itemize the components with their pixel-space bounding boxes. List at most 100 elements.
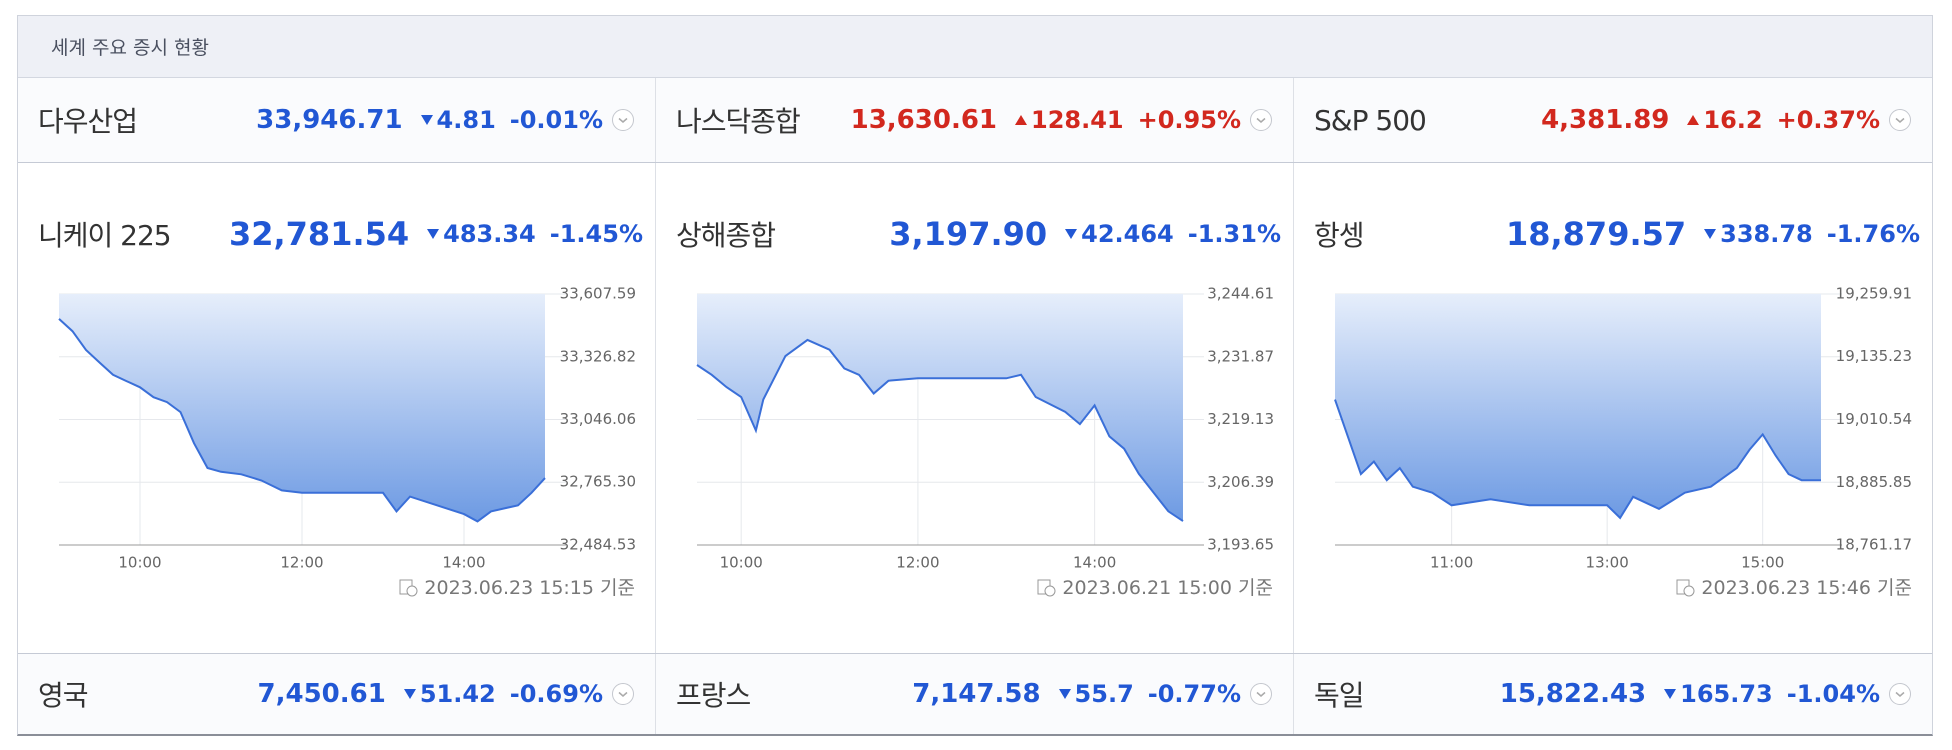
y-tick-label: 32,765.30 [560, 473, 636, 491]
index-cell[interactable]: S&P 500 4,381.89 16.2 +0.37% [1294, 78, 1932, 162]
index-name: 나스닥종합 [676, 105, 801, 138]
index-value: 33,946.71 [256, 105, 403, 135]
icon-chevron [618, 117, 628, 123]
index-value: 4,381.89 [1541, 105, 1670, 135]
index-value: 7,147.58 [912, 679, 1041, 709]
index-change: 4.81 [436, 106, 496, 134]
index-change: 16.2 [1703, 106, 1763, 134]
area [59, 294, 545, 522]
featured-row: 니케이 225 32,781.54 483.34 -1.45% 10:00 12:00 14… [18, 163, 1932, 653]
expand-icon[interactable] [1888, 682, 1912, 706]
price-line [1334, 399, 1821, 520]
direction-arrow [1687, 115, 1700, 125]
index-name: 프랑스 [676, 679, 751, 712]
y-tick-label: 3,244.61 [1207, 285, 1274, 303]
clock-icon [1676, 579, 1695, 596]
icon-circle [612, 683, 634, 705]
x-tick-label: 10:00 [720, 554, 763, 572]
featured-cell[interactable]: 항셍 18,879.57 338.78 -1.76% 11:00 13:00 15:00 18… [1294, 163, 1932, 653]
index-value: 7,450.61 [257, 679, 386, 709]
timestamp: 2023.06.21 15:00 기준 [1036, 573, 1273, 600]
direction-arrow [1058, 689, 1071, 699]
index-cell[interactable]: 나스닥종합 13,630.61 128.41 +0.95% [656, 78, 1294, 162]
icon-circle [1889, 683, 1911, 705]
y-tick-label: 19,010.54 [1836, 410, 1912, 428]
expand-icon[interactable] [1888, 108, 1912, 132]
featured-cell[interactable]: 니케이 225 32,781.54 483.34 -1.45% 10:00 12:00 14… [18, 163, 656, 653]
direction-arrow [403, 689, 416, 699]
expand-icon[interactable] [1249, 108, 1273, 132]
index-name: 다우산업 [38, 105, 138, 138]
y-tick-label: 3,206.39 [1207, 473, 1274, 491]
y-tick-label: 18,885.85 [1836, 473, 1912, 491]
index-change: 51.42 [419, 680, 496, 708]
icon-circle [1889, 109, 1911, 131]
index-percent: -0.77% [1147, 680, 1241, 708]
y-tick-label: 3,231.87 [1207, 347, 1274, 365]
timestamp-text: 2023.06.23 15:46 기준 [1701, 577, 1912, 599]
index-change: 165.73 [1680, 680, 1773, 708]
index-percent: -0.01% [509, 106, 603, 134]
area [1335, 294, 1821, 518]
expand-icon[interactable] [1249, 682, 1273, 706]
x-tick-label: 12:00 [896, 554, 939, 572]
direction-arrow [1704, 229, 1717, 239]
index-value: 3,197.90 [889, 215, 1048, 253]
expand-icon[interactable] [611, 108, 635, 132]
icon-clock [1683, 585, 1695, 596]
direction-arrow [1065, 229, 1078, 239]
bottom-row: 영국 7,450.61 51.42 -0.69% 프랑스 7,147.58 55.7 -0.7… [18, 653, 1932, 734]
featured-cell[interactable]: 상해종합 3,197.90 42.464 -1.31% 10:00 12:00 14:00 3… [656, 163, 1294, 653]
index-name: 상해종합 [676, 219, 776, 252]
icon-clock [1044, 585, 1056, 596]
y-tick-label: 33,607.59 [560, 285, 636, 303]
direction-arrow [420, 115, 433, 125]
index-percent: -0.69% [509, 680, 603, 708]
index-cell[interactable]: 다우산업 33,946.71 4.81 -0.01% [18, 78, 656, 162]
index-percent: -1.45% [549, 220, 643, 248]
index-cell[interactable]: 독일 15,822.43 165.73 -1.04% [1294, 654, 1932, 734]
y-tick-label: 33,326.82 [560, 347, 636, 365]
index-percent: +0.37% [1776, 106, 1880, 134]
x-tick-label: 11:00 [1430, 554, 1473, 572]
timestamp-text: 2023.06.21 15:00 기준 [1062, 577, 1273, 599]
icon-chevron [1895, 691, 1905, 697]
widget-title: 세계 주요 증시 현황 [18, 16, 1932, 78]
timestamp: 2023.06.23 15:15 기준 [398, 573, 635, 600]
price-line [696, 338, 1184, 522]
x-tick-label: 10:00 [118, 554, 161, 572]
index-change: 128.41 [1031, 106, 1124, 134]
direction-arrow [427, 229, 440, 239]
top-row: 다우산업 33,946.71 4.81 -0.01% 나스닥종합 13,630.61 128… [18, 78, 1932, 163]
index-change: 55.7 [1074, 680, 1134, 708]
featured-header: 항셍 18,879.57 338.78 -1.76% [1294, 199, 1932, 269]
index-percent: -1.04% [1786, 680, 1880, 708]
index-name: 영국 [38, 679, 89, 712]
index-name: 항셍 [1314, 219, 1365, 252]
timestamp: 2023.06.23 15:46 기준 [1675, 573, 1912, 600]
icon-circle [612, 109, 634, 131]
featured-header: 상해종합 3,197.90 42.464 -1.31% [656, 199, 1293, 269]
index-cell[interactable]: 영국 7,450.61 51.42 -0.69% [18, 654, 656, 734]
index-percent: -1.76% [1826, 220, 1920, 248]
x-tick-label: 12:00 [280, 554, 323, 572]
x-tick-label: 14:00 [442, 554, 485, 572]
x-tick-label: 15:00 [1741, 554, 1784, 572]
index-name: S&P 500 [1314, 103, 1427, 137]
index-value: 32,781.54 [228, 215, 410, 253]
chart: 10:00 12:00 14:00 3,193.65 3,206.39 3,219.13 3… [696, 285, 1274, 572]
area [697, 294, 1183, 522]
index-value: 15,822.43 [1499, 679, 1647, 709]
expand-icon[interactable] [611, 682, 635, 706]
chart: 10:00 12:00 14:00 32,484.53 32,765.30 33,046.… [58, 285, 636, 572]
y-tick-label: 18,761.17 [1836, 536, 1912, 554]
index-name: 독일 [1314, 679, 1365, 712]
index-cell[interactable]: 프랑스 7,147.58 55.7 -0.77% [656, 654, 1294, 734]
y-tick-label: 3,193.65 [1207, 536, 1274, 554]
index-value: 18,879.57 [1505, 215, 1687, 253]
clock-icon [1037, 579, 1056, 596]
icon-circle [1250, 683, 1272, 705]
index-percent: +0.95% [1137, 106, 1241, 134]
icon-chevron [1256, 691, 1266, 697]
featured-header: 니케이 225 32,781.54 483.34 -1.45% [18, 199, 655, 269]
